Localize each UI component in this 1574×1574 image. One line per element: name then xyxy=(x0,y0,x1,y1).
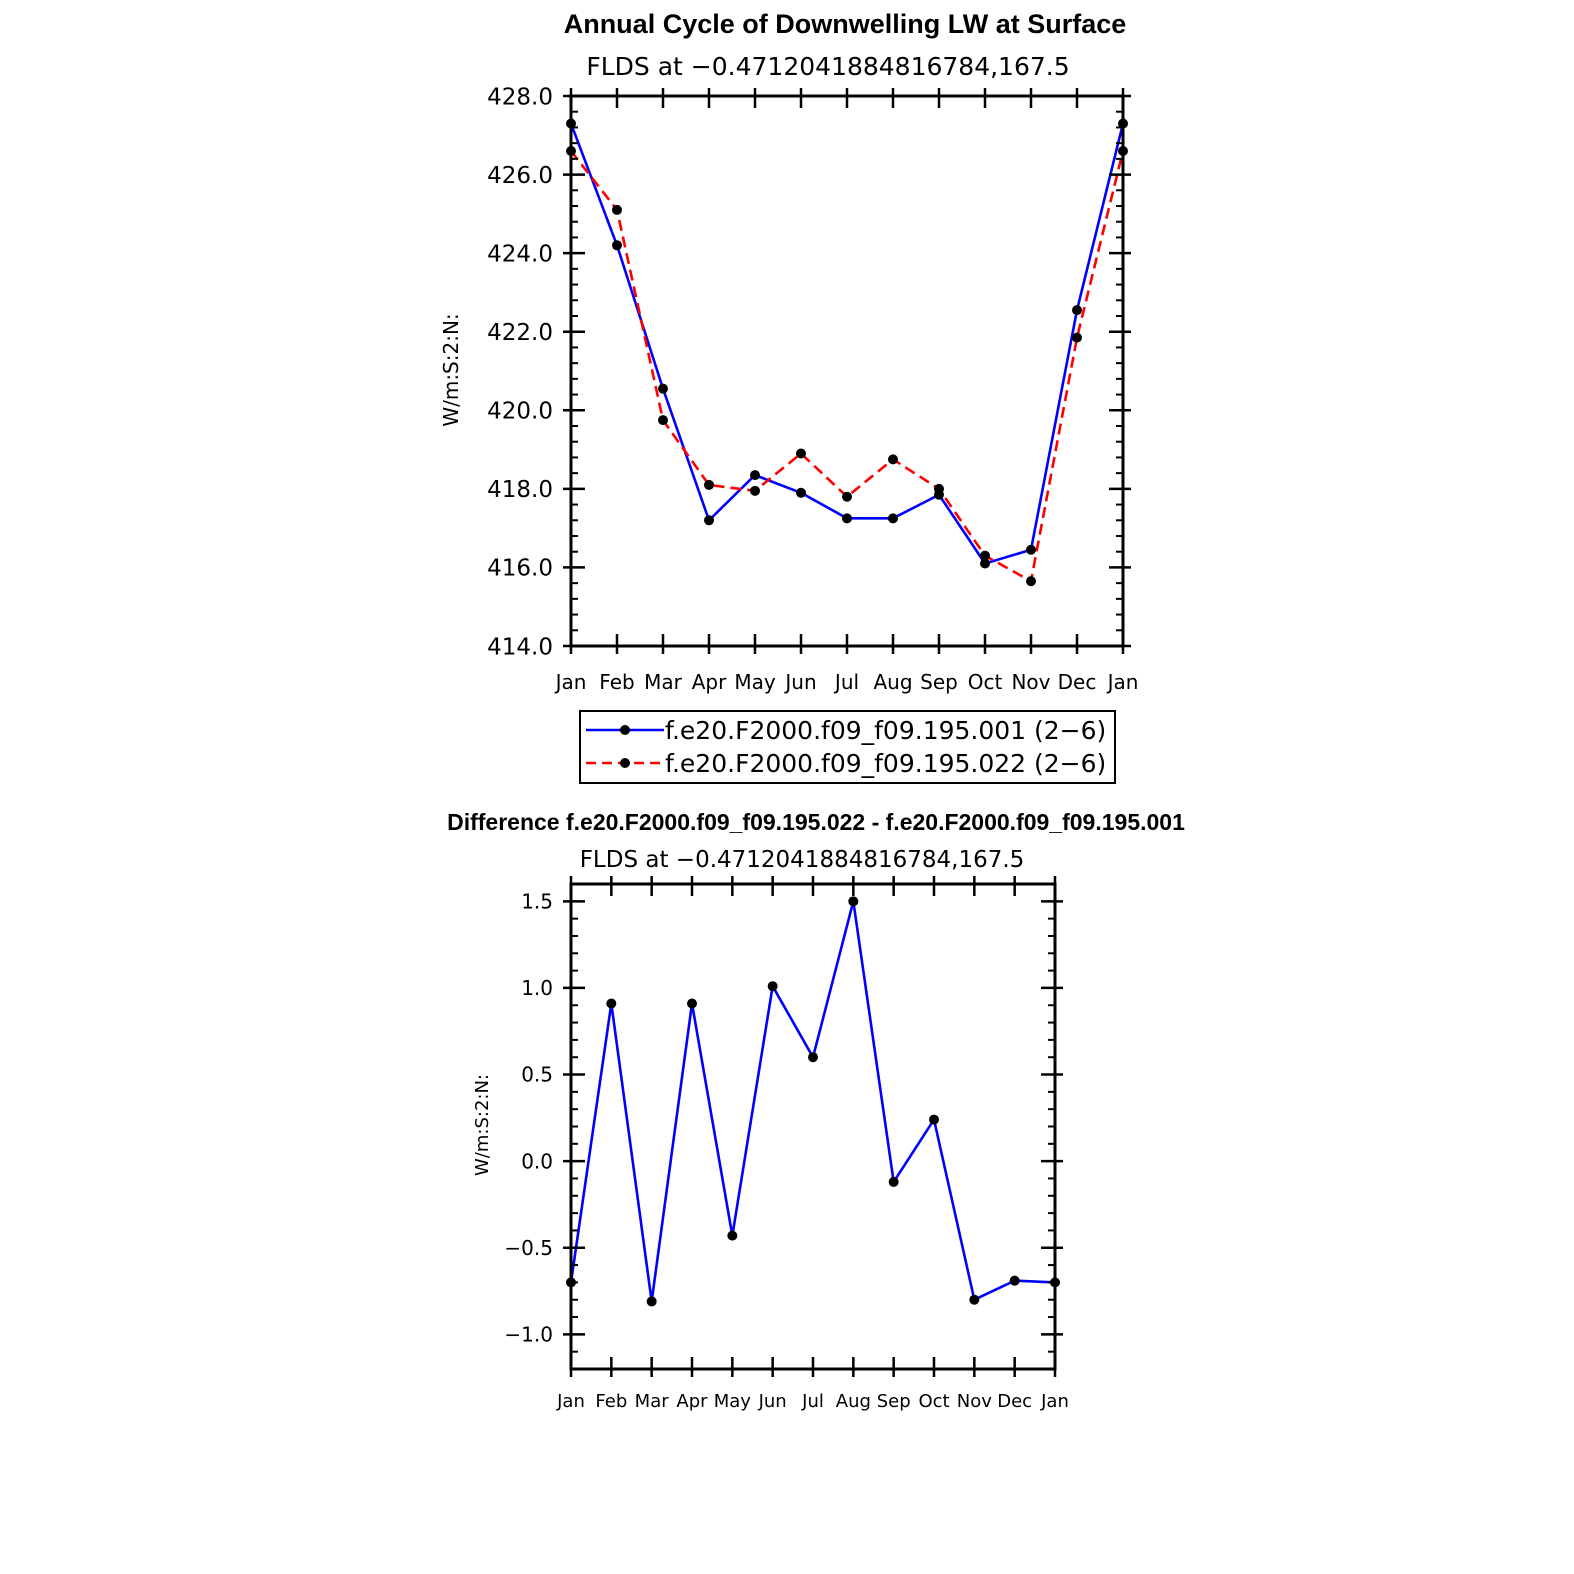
data-point-series2 xyxy=(980,550,990,561)
data-point-series1 xyxy=(612,240,622,251)
data-point-series2 xyxy=(1026,576,1036,587)
legend-box xyxy=(579,710,1116,784)
y-tick-label: 0.0 xyxy=(521,1149,553,1173)
data-point-series1 xyxy=(969,1294,980,1305)
x-tick-label: Jan xyxy=(556,1391,585,1412)
data-point-series1 xyxy=(980,558,990,569)
data-point-series2 xyxy=(842,491,852,502)
y-tick-label: 428.0 xyxy=(487,84,553,110)
data-point-series2 xyxy=(704,479,714,490)
y-tick-label: 426.0 xyxy=(487,163,553,189)
chart2-ylabel: W/m:S:2:N: xyxy=(472,1074,493,1176)
x-tick-label: Feb xyxy=(599,670,634,694)
annual-cycle-chart: Annual Cycle of Downwelling LW at Surfac… xyxy=(439,9,1139,784)
x-tick-label: Apr xyxy=(676,1391,708,1412)
x-tick-label: Mar xyxy=(644,670,683,694)
y-tick-label: −0.5 xyxy=(504,1236,553,1260)
y-tick-label: −1.0 xyxy=(504,1323,553,1347)
chart1-ylabel: W/m:S:2:N: xyxy=(439,313,463,426)
data-point-series1 xyxy=(704,515,714,526)
data-point-series1 xyxy=(606,998,617,1009)
data-point-series1 xyxy=(727,1230,738,1241)
data-point-series1 xyxy=(848,896,859,907)
y-tick-label: 1.0 xyxy=(521,976,553,1000)
y-tick-label: 1.5 xyxy=(521,890,553,914)
data-point-series1 xyxy=(646,1296,657,1307)
x-tick-label: Dec xyxy=(997,1391,1032,1412)
data-point-series1 xyxy=(1026,544,1036,555)
x-tick-label: Sep xyxy=(920,670,958,694)
data-point-series2 xyxy=(934,483,944,494)
data-point-series2 xyxy=(658,415,668,426)
x-tick-label: Nov xyxy=(957,1391,992,1412)
y-tick-label: 416.0 xyxy=(487,556,553,582)
chart2-title: Difference f.e20.F2000.f09_f09.195.022 -… xyxy=(447,809,1185,835)
chart2-subtitle: FLDS at −0.4712041884816784,167.5 xyxy=(580,847,1025,873)
chart1-title: Annual Cycle of Downwelling LW at Surfac… xyxy=(564,9,1127,39)
data-point-series2 xyxy=(796,448,806,459)
x-tick-label: Oct xyxy=(968,670,1003,694)
data-point-series1 xyxy=(796,487,806,498)
data-point-series1 xyxy=(842,513,852,524)
chart1-plot-frame xyxy=(569,94,1125,648)
y-tick-label: 0.5 xyxy=(521,1063,553,1087)
y-tick-label: 422.0 xyxy=(487,320,553,346)
x-tick-label: Jul xyxy=(833,670,859,694)
x-tick-label: Aug xyxy=(836,1391,871,1412)
legend-marker-series2 xyxy=(620,758,630,768)
x-tick-label: Feb xyxy=(595,1391,627,1412)
x-tick-label: Oct xyxy=(918,1391,949,1412)
x-tick-label: Sep xyxy=(877,1391,911,1412)
data-point-series1 xyxy=(750,470,760,481)
data-point-series1 xyxy=(929,1114,939,1125)
chart1-legend: f.e20.F2000.f09_f09.195.001 (2−6) f.e20.… xyxy=(579,710,1116,784)
data-point-series1 xyxy=(658,383,668,394)
x-tick-label: Jan xyxy=(1040,1391,1069,1412)
x-tick-label: Jan xyxy=(1106,670,1139,694)
x-tick-label: Nov xyxy=(1011,670,1050,694)
y-tick-label: 414.0 xyxy=(487,634,553,660)
chart1-subtitle: FLDS at −0.4712041884816784,167.5 xyxy=(586,52,1069,81)
data-point-series2 xyxy=(750,485,760,496)
legend-marker-series1 xyxy=(620,725,630,735)
data-point-series2 xyxy=(1072,332,1082,343)
x-tick-label: May xyxy=(714,1391,752,1412)
difference-chart: Difference f.e20.F2000.f09_f09.195.022 -… xyxy=(447,809,1185,1412)
x-tick-label: Aug xyxy=(873,670,912,694)
x-tick-label: Dec xyxy=(1058,670,1097,694)
x-tick-label: Apr xyxy=(692,670,727,694)
x-tick-label: Jun xyxy=(783,670,816,694)
data-point-series1 xyxy=(888,1176,899,1187)
x-tick-label: Mar xyxy=(635,1391,670,1412)
y-tick-label: 418.0 xyxy=(487,477,553,503)
x-tick-label: May xyxy=(734,670,776,694)
series-line-1 xyxy=(569,900,1056,1303)
data-point-series1 xyxy=(808,1052,818,1063)
data-point-series1 xyxy=(1072,305,1082,316)
x-tick-label: Jun xyxy=(758,1391,787,1412)
legend-label-series1: f.e20.F2000.f09_f09.195.001 (2−6) xyxy=(665,716,1106,745)
x-tick-label: Jul xyxy=(801,1391,824,1412)
y-tick-label: 420.0 xyxy=(487,399,553,425)
legend-label-series2: f.e20.F2000.f09_f09.195.022 (2−6) xyxy=(665,749,1106,778)
data-point-series1 xyxy=(767,981,778,992)
data-point-series2 xyxy=(612,204,622,215)
data-point-series1 xyxy=(888,513,898,524)
y-tick-label: 424.0 xyxy=(487,241,553,267)
data-point-series1 xyxy=(1009,1275,1020,1286)
data-point-series2 xyxy=(888,454,898,465)
x-tick-label: Jan xyxy=(554,670,587,694)
data-point-series1 xyxy=(687,998,697,1009)
